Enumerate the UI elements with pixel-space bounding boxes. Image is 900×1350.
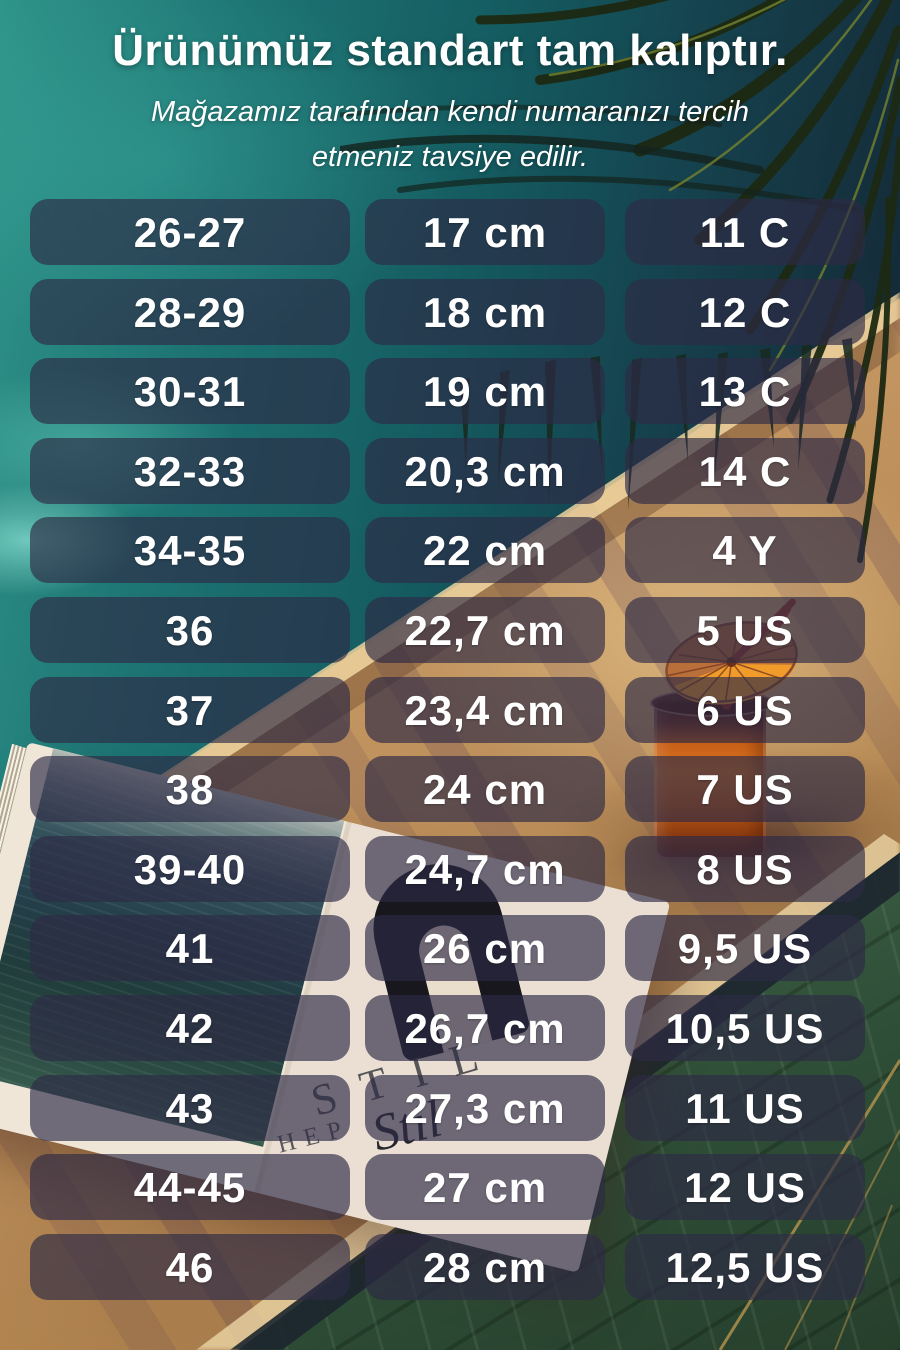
table-row: 46 28 cm 12,5 US: [0, 1233, 900, 1300]
length-cm-pill: 24 cm: [365, 756, 605, 823]
size-table: 26-27 17 cm 11 C 28-29 18 cm 12 C 30-31 …: [0, 199, 900, 1313]
us-size-pill: 12,5 US: [625, 1233, 865, 1300]
us-size-pill: 10,5 US: [625, 994, 865, 1061]
eu-size-pill: 37: [30, 676, 350, 743]
length-cm-pill: 20,3 cm: [365, 437, 605, 504]
eu-size-pill: 36: [30, 596, 350, 663]
length-cm-pill: 26,7 cm: [365, 994, 605, 1061]
eu-size-pill: 46: [30, 1233, 350, 1300]
us-size-pill: 11 C: [625, 199, 865, 265]
eu-size-pill: 28-29: [30, 278, 350, 345]
length-cm-pill: 24,7 cm: [365, 835, 605, 902]
eu-size-pill: 30-31: [30, 358, 350, 425]
table-row: 41 26 cm 9,5 US: [0, 915, 900, 982]
table-row: 39-40 24,7 cm 8 US: [0, 835, 900, 902]
table-row: 26-27 17 cm 11 C: [0, 199, 900, 265]
us-size-pill: 11 US: [625, 1074, 865, 1141]
eu-size-pill: 26-27: [30, 199, 350, 265]
us-size-pill: 9,5 US: [625, 915, 865, 982]
length-cm-pill: 26 cm: [365, 915, 605, 982]
table-row: 37 23,4 cm 6 US: [0, 676, 900, 743]
us-size-pill: 6 US: [625, 676, 865, 743]
length-cm-pill: 19 cm: [365, 358, 605, 425]
us-size-pill: 14 C: [625, 437, 865, 504]
us-size-pill: 4 Y: [625, 517, 865, 584]
table-row: 38 24 cm 7 US: [0, 756, 900, 823]
us-size-pill: 7 US: [625, 756, 865, 823]
table-row: 28-29 18 cm 12 C: [0, 278, 900, 345]
eu-size-pill: 42: [30, 994, 350, 1061]
table-row: 44-45 27 cm 12 US: [0, 1154, 900, 1221]
us-size-pill: 12 US: [625, 1154, 865, 1221]
page-title: Ürünümüz standart tam kalıptır.: [112, 26, 788, 75]
table-row: 43 27,3 cm 11 US: [0, 1074, 900, 1141]
length-cm-pill: 28 cm: [365, 1233, 605, 1300]
length-cm-pill: 17 cm: [365, 199, 605, 265]
length-cm-pill: 27 cm: [365, 1154, 605, 1221]
eu-size-pill: 34-35: [30, 517, 350, 584]
us-size-pill: 12 C: [625, 278, 865, 345]
table-row: 34-35 22 cm 4 Y: [0, 517, 900, 584]
us-size-pill: 8 US: [625, 835, 865, 902]
table-row: 30-31 19 cm 13 C: [0, 358, 900, 425]
length-cm-pill: 22 cm: [365, 517, 605, 584]
length-cm-pill: 27,3 cm: [365, 1074, 605, 1141]
table-row: 32-33 20,3 cm 14 C: [0, 437, 900, 504]
eu-size-pill: 38: [30, 756, 350, 823]
header: Ürünümüz standart tam kalıptır. Mağazamı…: [0, 26, 900, 181]
us-size-pill: 5 US: [625, 596, 865, 663]
table-row: 36 22,7 cm 5 US: [0, 596, 900, 663]
eu-size-pill: 43: [30, 1074, 350, 1141]
eu-size-pill: 32-33: [30, 437, 350, 504]
us-size-pill: 13 C: [625, 358, 865, 425]
eu-size-pill: 41: [30, 915, 350, 982]
length-cm-pill: 18 cm: [365, 278, 605, 345]
table-row: 42 26,7 cm 10,5 US: [0, 994, 900, 1061]
page-subtitle: Mağazamız tarafından kendi numaranızı te…: [150, 95, 750, 174]
length-cm-pill: 22,7 cm: [365, 596, 605, 663]
eu-size-pill: 44-45: [30, 1154, 350, 1221]
length-cm-pill: 23,4 cm: [365, 676, 605, 743]
eu-size-pill: 39-40: [30, 835, 350, 902]
